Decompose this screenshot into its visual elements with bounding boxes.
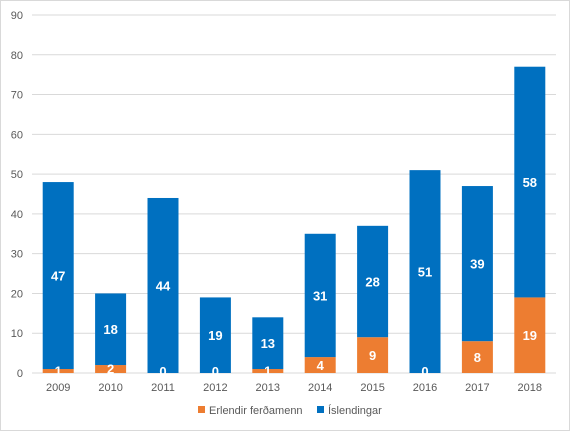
bar-islendingar-2015: [357, 225, 389, 338]
data-label: 1: [264, 364, 271, 379]
bar-erlendir-2015: [357, 337, 389, 373]
bar-islendingar-2018: [514, 66, 546, 298]
data-label: 31: [313, 288, 327, 303]
x-tick-label: 2012: [203, 382, 227, 394]
legend-swatch: [198, 406, 205, 413]
data-label: 39: [470, 257, 484, 272]
data-label: 19: [523, 328, 537, 343]
data-label: 44: [156, 278, 171, 293]
x-tick-label: 2013: [256, 382, 280, 394]
data-label: 18: [103, 322, 117, 337]
bar-erlendir-2017: [461, 341, 493, 373]
data-label: 13: [261, 336, 275, 351]
bar-islendingar-2013: [252, 317, 284, 370]
data-label: 4: [317, 358, 325, 373]
y-tick-label: 30: [11, 249, 23, 261]
bar-islendingar-2011: [147, 197, 179, 373]
x-axis-ticks: 2009 2010 2011 2012 2013 2014 2015 2016 2017 2018: [46, 382, 542, 394]
data-label: 47: [51, 269, 65, 284]
data-label: 28: [365, 275, 379, 290]
y-tick-label: 90: [11, 10, 23, 22]
data-labels: 1 47 2 18 0 44 0 19 1 13 4 31 9 28 0 51 8 39 19 58: [51, 175, 537, 379]
data-label: 51: [418, 265, 432, 280]
legend-swatch: [317, 406, 324, 413]
y-tick-label: 80: [11, 50, 23, 62]
bar-erlendir-2014: [304, 357, 336, 373]
data-label: 0: [421, 364, 428, 379]
data-label: 2: [107, 362, 114, 377]
bar-erlendir-2018: [514, 297, 546, 373]
y-tick-label: 20: [11, 288, 23, 300]
y-tick-label: 10: [11, 328, 23, 340]
x-tick-label: 2015: [360, 382, 384, 394]
bar-islendingar-2009: [42, 182, 74, 370]
data-label: 58: [523, 175, 537, 190]
y-tick-label: 70: [11, 90, 23, 102]
y-tick-label: 60: [11, 129, 23, 141]
data-label: 19: [208, 328, 222, 343]
data-label: 0: [212, 364, 219, 379]
data-label: 8: [474, 350, 481, 365]
bar-erlendir-2009: [42, 369, 74, 373]
y-tick-label: 40: [11, 209, 23, 221]
x-tick-label: 2017: [465, 382, 489, 394]
bar-erlendir-2010: [95, 365, 127, 373]
data-label: 9: [369, 348, 376, 363]
legend: Erlendir ferðamenn Íslendingar: [198, 404, 382, 417]
x-tick-label: 2018: [518, 382, 542, 394]
legend-label: Erlendir ferðamenn: [209, 405, 303, 417]
bar-erlendir-2013: [252, 369, 284, 373]
bar-islendingar-2014: [304, 233, 336, 358]
bars: [42, 66, 546, 373]
y-axis-ticks: 0 10 20 30 40 50 60 70 80 90: [11, 10, 23, 380]
legend-label: Íslendingar: [328, 404, 382, 417]
bar-islendingar-2012: [199, 297, 231, 373]
bar-islendingar-2010: [95, 293, 127, 366]
x-tick-label: 2014: [308, 382, 332, 394]
bar-islendingar-2016: [409, 170, 441, 373]
x-tick-label: 2016: [413, 382, 437, 394]
y-tick-label: 0: [17, 368, 23, 380]
x-tick-label: 2011: [151, 382, 175, 394]
data-label: 0: [159, 364, 166, 379]
x-tick-label: 2010: [98, 382, 122, 394]
x-tick-label: 2009: [46, 382, 70, 394]
data-label: 1: [55, 364, 62, 379]
y-tick-label: 50: [11, 169, 23, 181]
bar-islendingar-2017: [461, 186, 493, 342]
